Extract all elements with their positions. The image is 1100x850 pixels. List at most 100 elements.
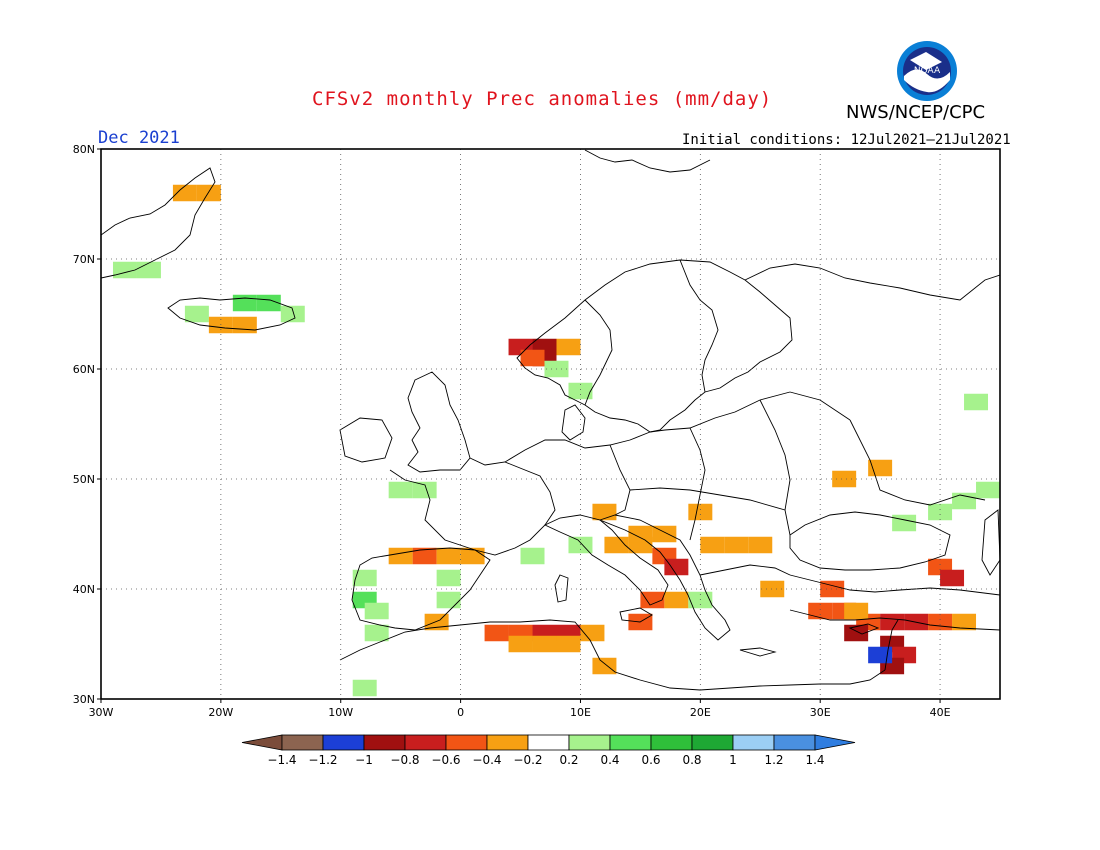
anomaly-cell (928, 503, 953, 521)
anomaly-cell (388, 547, 413, 565)
anomaly-cell (184, 305, 209, 323)
noaa-logo: NOAA (897, 41, 957, 101)
anomaly-cell (688, 503, 713, 521)
anomaly-cell (172, 184, 197, 202)
anomaly-cell (748, 536, 773, 554)
anomaly-cell (880, 613, 905, 631)
longitude-labels: 30W 20W 10W 0 10E 20E 30E 40E (89, 699, 951, 719)
anomaly-cell (436, 547, 461, 565)
anomaly-cell (592, 503, 617, 521)
anomaly-cell (976, 481, 1000, 499)
colorbar-bin (281, 734, 324, 751)
colorbar-tick-label: 0.8 (682, 753, 701, 767)
anomaly-cell (136, 261, 161, 279)
anomaly-cell (940, 569, 965, 587)
colorbar-tick-label: −1.4 (267, 753, 296, 767)
anomaly-cell (580, 624, 605, 642)
lat-label: 80N (73, 143, 95, 156)
initial-conditions: Initial conditions: 12Jul2021–21Jul2021 (682, 132, 1011, 148)
anomaly-cells (112, 184, 1000, 697)
anomaly-cell (256, 294, 281, 312)
anomaly-cell (868, 459, 893, 477)
anomaly-cell (760, 580, 785, 598)
colorbar-tick-label: 1.4 (805, 753, 824, 767)
colorbar-tick-label: −1 (355, 753, 373, 767)
coastlines-borders (101, 149, 1000, 691)
anomaly-cell (232, 294, 257, 312)
colorbar-high-arrow (814, 734, 856, 751)
anomaly-cell (640, 591, 665, 609)
anomaly-cell (832, 470, 857, 488)
lat-label: 30N (73, 693, 95, 706)
anomaly-cell (928, 613, 953, 631)
anomaly-cell (808, 602, 833, 620)
anomaly-cell (664, 558, 689, 576)
anomaly-cell (868, 646, 893, 664)
anomaly-cell (412, 547, 437, 565)
colorbar-tick-label: 0.2 (559, 753, 578, 767)
colorbar-bin (527, 734, 570, 751)
colorbar-bin (404, 734, 447, 751)
anomaly-cell (724, 536, 749, 554)
colorbar-tick-label: −0.2 (513, 753, 542, 767)
anomaly-cell (436, 569, 461, 587)
agency-label: NWS/NCEP/CPC (846, 102, 986, 123)
colorbar-tick-label: 0.4 (600, 753, 619, 767)
anomaly-cell (364, 624, 389, 642)
lon-label: 20W (208, 706, 233, 719)
colorbar-bin (322, 734, 365, 751)
forecast-month: Dec 2021 (98, 128, 180, 148)
anomaly-cell (352, 569, 377, 587)
anomaly-cell (388, 481, 413, 499)
lon-label: 30W (89, 706, 114, 719)
colorbar-bin (609, 734, 652, 751)
anomaly-cell (232, 316, 257, 334)
anomaly-cell (592, 657, 617, 675)
colorbar-bin (363, 734, 406, 751)
chart-title: CFSv2 monthly Prec anomalies (mm/day) (312, 88, 773, 110)
anomaly-cell (952, 613, 977, 631)
colorbar-low-arrow (241, 734, 283, 751)
colorbar-tick-label: −0.8 (390, 753, 419, 767)
anomaly-cell (604, 536, 629, 554)
anomaly-cell (532, 635, 557, 653)
anomaly-cell (964, 393, 989, 411)
colorbar-bin (445, 734, 488, 751)
colorbar-bin (773, 734, 816, 751)
anomaly-cell (568, 382, 593, 400)
lat-label: 40N (73, 583, 95, 596)
colorbar-bin (732, 734, 775, 751)
colorbar-tick-label: 1.2 (764, 753, 783, 767)
graticule (101, 149, 1000, 699)
anomaly-cell (556, 635, 581, 653)
anomaly-cell (364, 602, 389, 620)
colorbar-tick-label: −0.4 (472, 753, 501, 767)
latitude-labels: 30N 40N 50N 60N 70N 80N (73, 143, 101, 706)
lon-label: 20E (690, 706, 711, 719)
anomaly-cell (484, 624, 509, 642)
anomaly-cell (352, 679, 377, 697)
lon-label: 0 (457, 706, 464, 719)
lon-label: 30E (810, 706, 831, 719)
anomaly-cell (412, 481, 437, 499)
anomaly-cell (844, 624, 869, 642)
lat-label: 50N (73, 473, 95, 486)
lon-label: 40E (930, 706, 951, 719)
anomaly-cell (436, 591, 461, 609)
anomaly-cell (556, 338, 581, 356)
lat-label: 60N (73, 363, 95, 376)
lon-label: 10E (570, 706, 591, 719)
anomaly-cell (952, 492, 977, 510)
anomaly-cell (892, 514, 917, 532)
colorbar: −1.4 −1.2 −1 −0.8 −0.6 −0.4 −0.2 0.2 0.4 0.6 0.8 1 1… (241, 734, 856, 767)
colorbar-tick-label: −0.6 (431, 753, 460, 767)
map-frame (100, 148, 1001, 700)
anomaly-cell (820, 580, 845, 598)
colorbar-bin (650, 734, 693, 751)
colorbar-bin (568, 734, 611, 751)
anomaly-cell (652, 525, 677, 543)
colorbar-tick-label: 0.6 (641, 753, 660, 767)
anomaly-cell (700, 536, 725, 554)
anomaly-cell (664, 591, 689, 609)
